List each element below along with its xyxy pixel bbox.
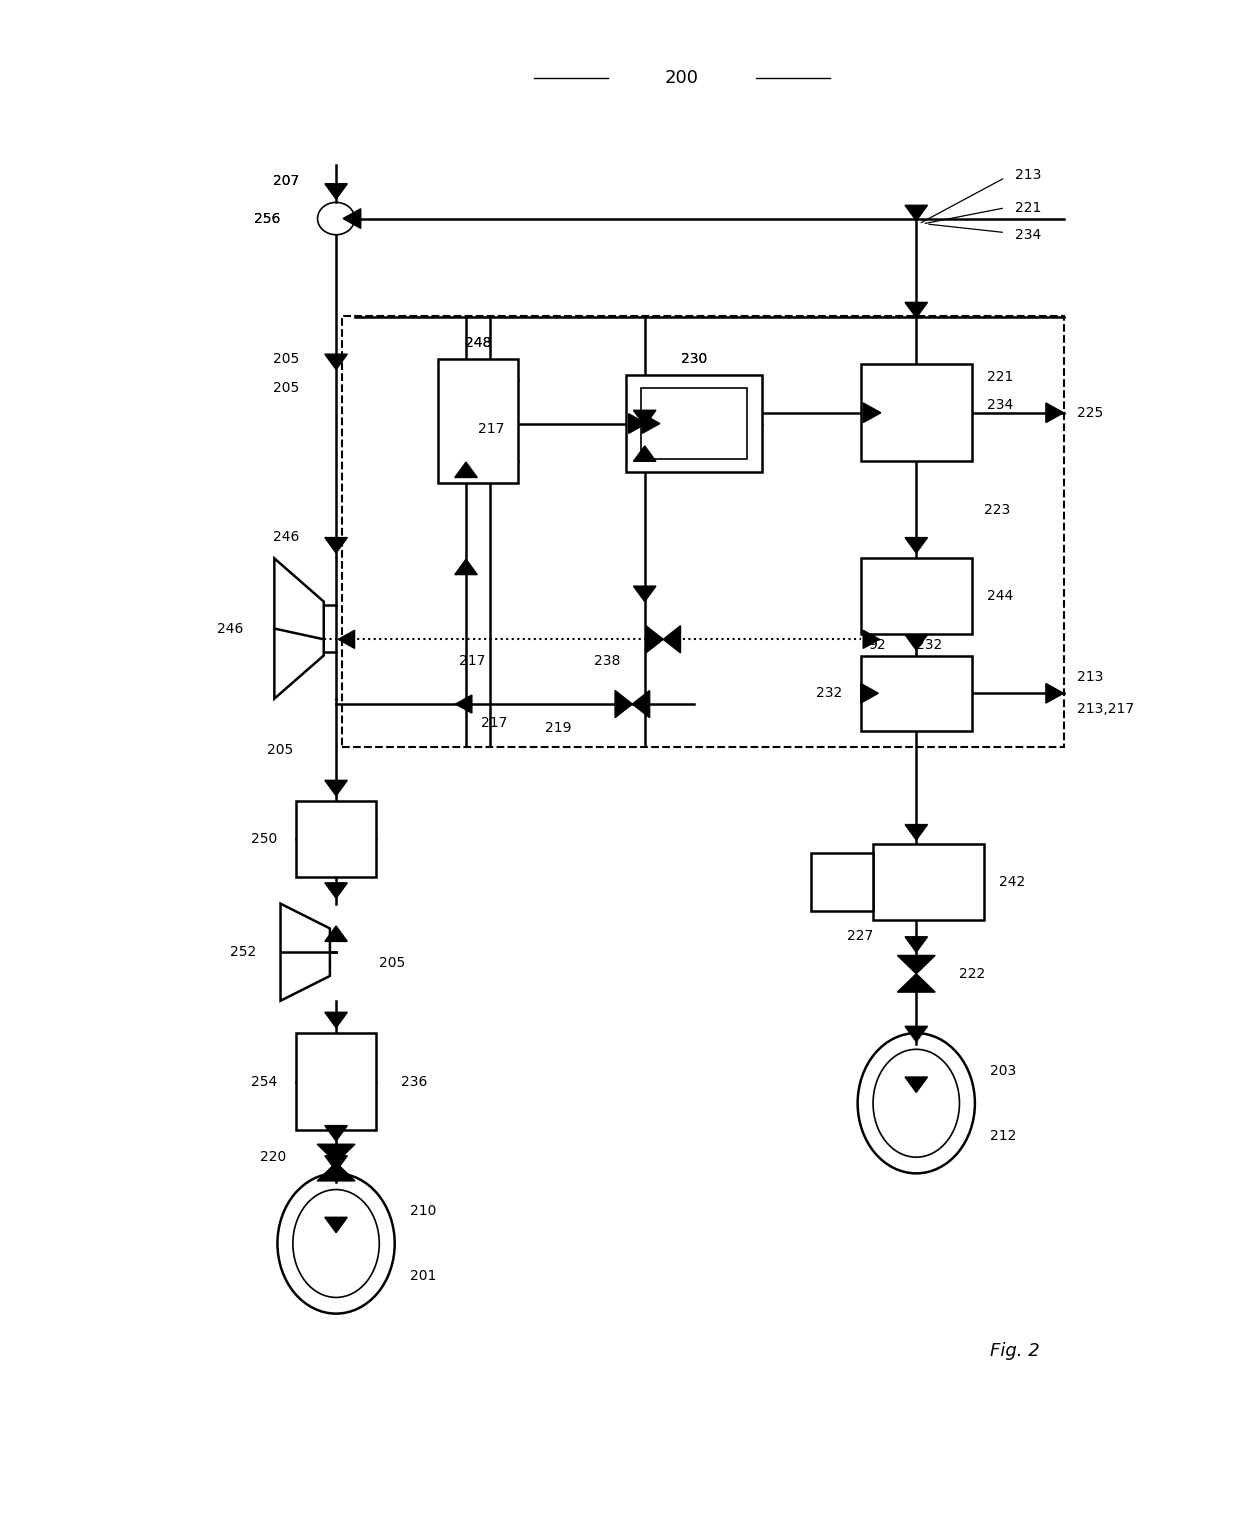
- Polygon shape: [905, 635, 928, 650]
- Text: 220: 220: [260, 1151, 286, 1164]
- Polygon shape: [634, 411, 656, 426]
- Polygon shape: [455, 462, 477, 478]
- Text: 256: 256: [254, 212, 280, 226]
- Polygon shape: [905, 1026, 928, 1041]
- Polygon shape: [339, 631, 355, 649]
- Polygon shape: [634, 587, 656, 602]
- Text: 201: 201: [410, 1269, 436, 1283]
- Text: 246: 246: [273, 529, 299, 544]
- Text: 248: 248: [465, 335, 491, 350]
- Text: 213,217: 213,217: [1076, 702, 1133, 717]
- Polygon shape: [646, 626, 663, 653]
- Text: 219: 219: [546, 720, 572, 735]
- Polygon shape: [325, 183, 347, 199]
- Bar: [861, 558, 972, 634]
- Polygon shape: [317, 1163, 355, 1181]
- Polygon shape: [325, 538, 347, 553]
- Polygon shape: [905, 302, 928, 318]
- Text: 250: 250: [252, 832, 278, 846]
- Polygon shape: [905, 205, 928, 221]
- Text: 207: 207: [273, 174, 299, 188]
- Polygon shape: [615, 690, 632, 717]
- Polygon shape: [663, 626, 681, 653]
- Polygon shape: [325, 926, 347, 941]
- Polygon shape: [642, 414, 660, 434]
- Text: Fig. 2: Fig. 2: [991, 1342, 1040, 1360]
- Text: 225: 225: [1076, 406, 1104, 420]
- Text: 244: 244: [987, 590, 1013, 603]
- Polygon shape: [325, 882, 347, 899]
- Text: 223: 223: [985, 503, 1011, 517]
- Text: 213: 213: [1016, 168, 1042, 182]
- Polygon shape: [905, 825, 928, 840]
- Bar: [626, 374, 761, 471]
- Text: 232: 232: [816, 687, 842, 700]
- Text: 200: 200: [665, 70, 698, 88]
- Polygon shape: [455, 559, 477, 575]
- Text: 248: 248: [465, 335, 491, 350]
- Polygon shape: [325, 781, 347, 796]
- Bar: [296, 800, 376, 876]
- Polygon shape: [898, 955, 935, 973]
- Text: 256: 256: [254, 212, 280, 226]
- Polygon shape: [905, 538, 928, 553]
- Polygon shape: [1045, 403, 1064, 423]
- Polygon shape: [317, 1145, 355, 1163]
- Bar: [438, 359, 518, 484]
- Polygon shape: [634, 446, 656, 461]
- Text: 230: 230: [681, 352, 707, 365]
- Polygon shape: [863, 631, 879, 649]
- Polygon shape: [325, 355, 347, 370]
- Polygon shape: [629, 414, 646, 434]
- Text: 227: 227: [847, 929, 873, 943]
- Bar: [811, 854, 873, 911]
- Text: 212: 212: [991, 1128, 1017, 1143]
- Polygon shape: [325, 1125, 347, 1142]
- Text: 238: 238: [594, 653, 621, 669]
- Polygon shape: [861, 684, 878, 703]
- Polygon shape: [632, 690, 650, 717]
- Text: 205: 205: [273, 352, 299, 365]
- Bar: [861, 364, 972, 461]
- Text: 207: 207: [273, 174, 299, 188]
- Text: 252: 252: [229, 944, 255, 960]
- Text: 230: 230: [681, 352, 707, 365]
- Polygon shape: [1045, 684, 1064, 703]
- Bar: [342, 315, 1064, 747]
- Text: 92: 92: [868, 638, 885, 652]
- Text: 234: 234: [1016, 227, 1042, 241]
- Text: 210: 210: [410, 1204, 436, 1219]
- Text: 221: 221: [1016, 200, 1042, 215]
- Bar: [861, 655, 972, 731]
- Text: 236: 236: [401, 1075, 428, 1088]
- Text: 234: 234: [987, 399, 1013, 412]
- Text: 217: 217: [479, 421, 505, 437]
- Bar: [641, 388, 748, 459]
- Text: 205: 205: [267, 743, 293, 756]
- Text: 205: 205: [379, 957, 405, 970]
- Text: 205: 205: [273, 382, 299, 396]
- Polygon shape: [905, 937, 928, 952]
- Text: 232: 232: [916, 638, 942, 652]
- Text: 246: 246: [217, 622, 243, 635]
- Text: 217: 217: [481, 716, 507, 729]
- Text: 213: 213: [1076, 670, 1104, 684]
- Text: 217: 217: [459, 653, 485, 669]
- Polygon shape: [325, 1013, 347, 1028]
- Bar: [873, 844, 985, 920]
- Text: 254: 254: [252, 1075, 278, 1088]
- Polygon shape: [455, 694, 472, 713]
- Polygon shape: [325, 1155, 347, 1172]
- Bar: [296, 1032, 376, 1131]
- Polygon shape: [325, 1217, 347, 1233]
- Polygon shape: [343, 209, 361, 229]
- Text: 221: 221: [987, 370, 1013, 384]
- Text: 222: 222: [960, 967, 986, 981]
- Polygon shape: [863, 403, 880, 423]
- Text: 242: 242: [999, 875, 1025, 888]
- Polygon shape: [905, 1076, 928, 1093]
- Polygon shape: [898, 973, 935, 991]
- Text: 203: 203: [991, 1064, 1017, 1078]
